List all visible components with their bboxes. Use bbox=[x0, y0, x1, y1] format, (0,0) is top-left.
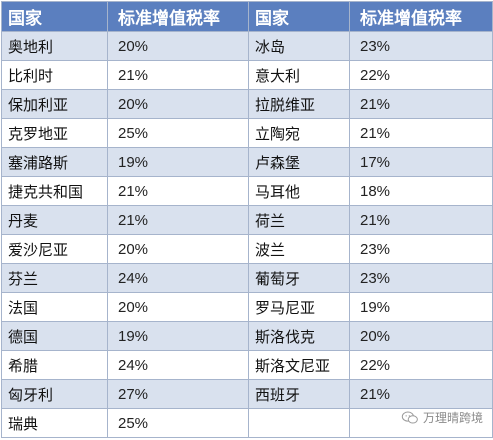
rate-cell: 21% bbox=[107, 176, 249, 206]
table-row: 比利时 21% 意大利 22% bbox=[1, 60, 493, 90]
country-cell: 斯洛伐克 bbox=[248, 321, 350, 351]
table-row: 爱沙尼亚 20% 波兰 23% bbox=[1, 234, 493, 264]
rate-cell: 25% bbox=[107, 118, 249, 148]
rate-cell: 21% bbox=[107, 205, 249, 235]
country-cell: 冰岛 bbox=[248, 31, 350, 61]
rate-cell: 27% bbox=[107, 379, 249, 409]
table-row: 德国 19% 斯洛伐克 20% bbox=[1, 321, 493, 351]
rate-cell: 17% bbox=[349, 147, 493, 177]
table-row: 捷克共和国 21% 马耳他 18% bbox=[1, 176, 493, 206]
country-cell: 塞浦路斯 bbox=[1, 147, 108, 177]
country-cell: 法国 bbox=[1, 292, 108, 322]
country-cell: 克罗地亚 bbox=[1, 118, 108, 148]
country-cell: 拉脱维亚 bbox=[248, 89, 350, 119]
country-cell: 葡萄牙 bbox=[248, 263, 350, 293]
country-cell: 匈牙利 bbox=[1, 379, 108, 409]
header-rate-right: 标准增值税率 bbox=[349, 1, 493, 32]
table-row: 芬兰 24% 葡萄牙 23% bbox=[1, 263, 493, 293]
table-row: 奥地利 20% 冰岛 23% bbox=[1, 31, 493, 61]
country-cell: 奥地利 bbox=[1, 31, 108, 61]
country-cell: 瑞典 bbox=[1, 408, 108, 438]
table-row: 克罗地亚 25% 立陶宛 21% bbox=[1, 118, 493, 148]
country-cell: 马耳他 bbox=[248, 176, 350, 206]
table-row: 丹麦 21% 荷兰 21% bbox=[1, 205, 493, 235]
country-cell: 保加利亚 bbox=[1, 89, 108, 119]
country-cell: 比利时 bbox=[1, 60, 108, 90]
header-country-left: 国家 bbox=[1, 1, 108, 32]
table-row: 希腊 24% 斯洛文尼亚 22% bbox=[1, 350, 493, 380]
country-cell: 丹麦 bbox=[1, 205, 108, 235]
rate-cell: 25% bbox=[107, 408, 249, 438]
rate-cell: 21% bbox=[349, 205, 493, 235]
header-rate-left: 标准增值税率 bbox=[107, 1, 249, 32]
country-cell: 罗马尼亚 bbox=[248, 292, 350, 322]
table-row: 匈牙利 27% 西班牙 21% bbox=[1, 379, 493, 409]
rate-cell: 21% bbox=[349, 118, 493, 148]
rate-cell: 21% bbox=[107, 60, 249, 90]
rate-cell: 24% bbox=[107, 350, 249, 380]
rate-cell: 20% bbox=[107, 234, 249, 264]
rate-cell: 20% bbox=[107, 292, 249, 322]
table-row: 保加利亚 20% 拉脱维亚 21% bbox=[1, 89, 493, 119]
rate-cell: 20% bbox=[107, 89, 249, 119]
header-country-right: 国家 bbox=[248, 1, 350, 32]
rate-cell: 19% bbox=[349, 292, 493, 322]
rate-cell: 22% bbox=[349, 60, 493, 90]
rate-cell: 19% bbox=[107, 321, 249, 351]
country-cell: 荷兰 bbox=[248, 205, 350, 235]
watermark-text: 万理晴跨境 bbox=[422, 411, 483, 425]
country-cell: 波兰 bbox=[248, 234, 350, 264]
rate-cell bbox=[349, 408, 493, 438]
country-cell: 斯洛文尼亚 bbox=[248, 350, 350, 380]
table-row: 瑞典 25% bbox=[1, 408, 493, 438]
wechat-icon bbox=[401, 411, 418, 424]
country-cell: 德国 bbox=[1, 321, 108, 351]
country-cell: 意大利 bbox=[248, 60, 350, 90]
rate-cell: 23% bbox=[349, 263, 493, 293]
table-row: 塞浦路斯 19% 卢森堡 17% bbox=[1, 147, 493, 177]
country-cell: 希腊 bbox=[1, 350, 108, 380]
country-cell: 立陶宛 bbox=[248, 118, 350, 148]
rate-cell: 20% bbox=[349, 321, 493, 351]
rate-cell: 18% bbox=[349, 176, 493, 206]
country-cell: 爱沙尼亚 bbox=[1, 234, 108, 264]
rate-cell: 24% bbox=[107, 263, 249, 293]
rate-cell: 23% bbox=[349, 31, 493, 61]
rate-cell: 20% bbox=[107, 31, 249, 61]
country-cell: 芬兰 bbox=[1, 263, 108, 293]
watermark: 万理晴跨境 bbox=[401, 409, 483, 426]
rate-cell: 22% bbox=[349, 350, 493, 380]
table-header-row: 国家 标准增值税率 国家 标准增值税率 bbox=[1, 1, 493, 32]
rate-cell: 21% bbox=[349, 89, 493, 119]
country-cell bbox=[248, 408, 350, 438]
rate-cell: 21% bbox=[349, 379, 493, 409]
rate-cell: 19% bbox=[107, 147, 249, 177]
table-row: 法国 20% 罗马尼亚 19% bbox=[1, 292, 493, 322]
country-cell: 卢森堡 bbox=[248, 147, 350, 177]
country-cell: 西班牙 bbox=[248, 379, 350, 409]
rate-cell: 23% bbox=[349, 234, 493, 264]
country-cell: 捷克共和国 bbox=[1, 176, 108, 206]
